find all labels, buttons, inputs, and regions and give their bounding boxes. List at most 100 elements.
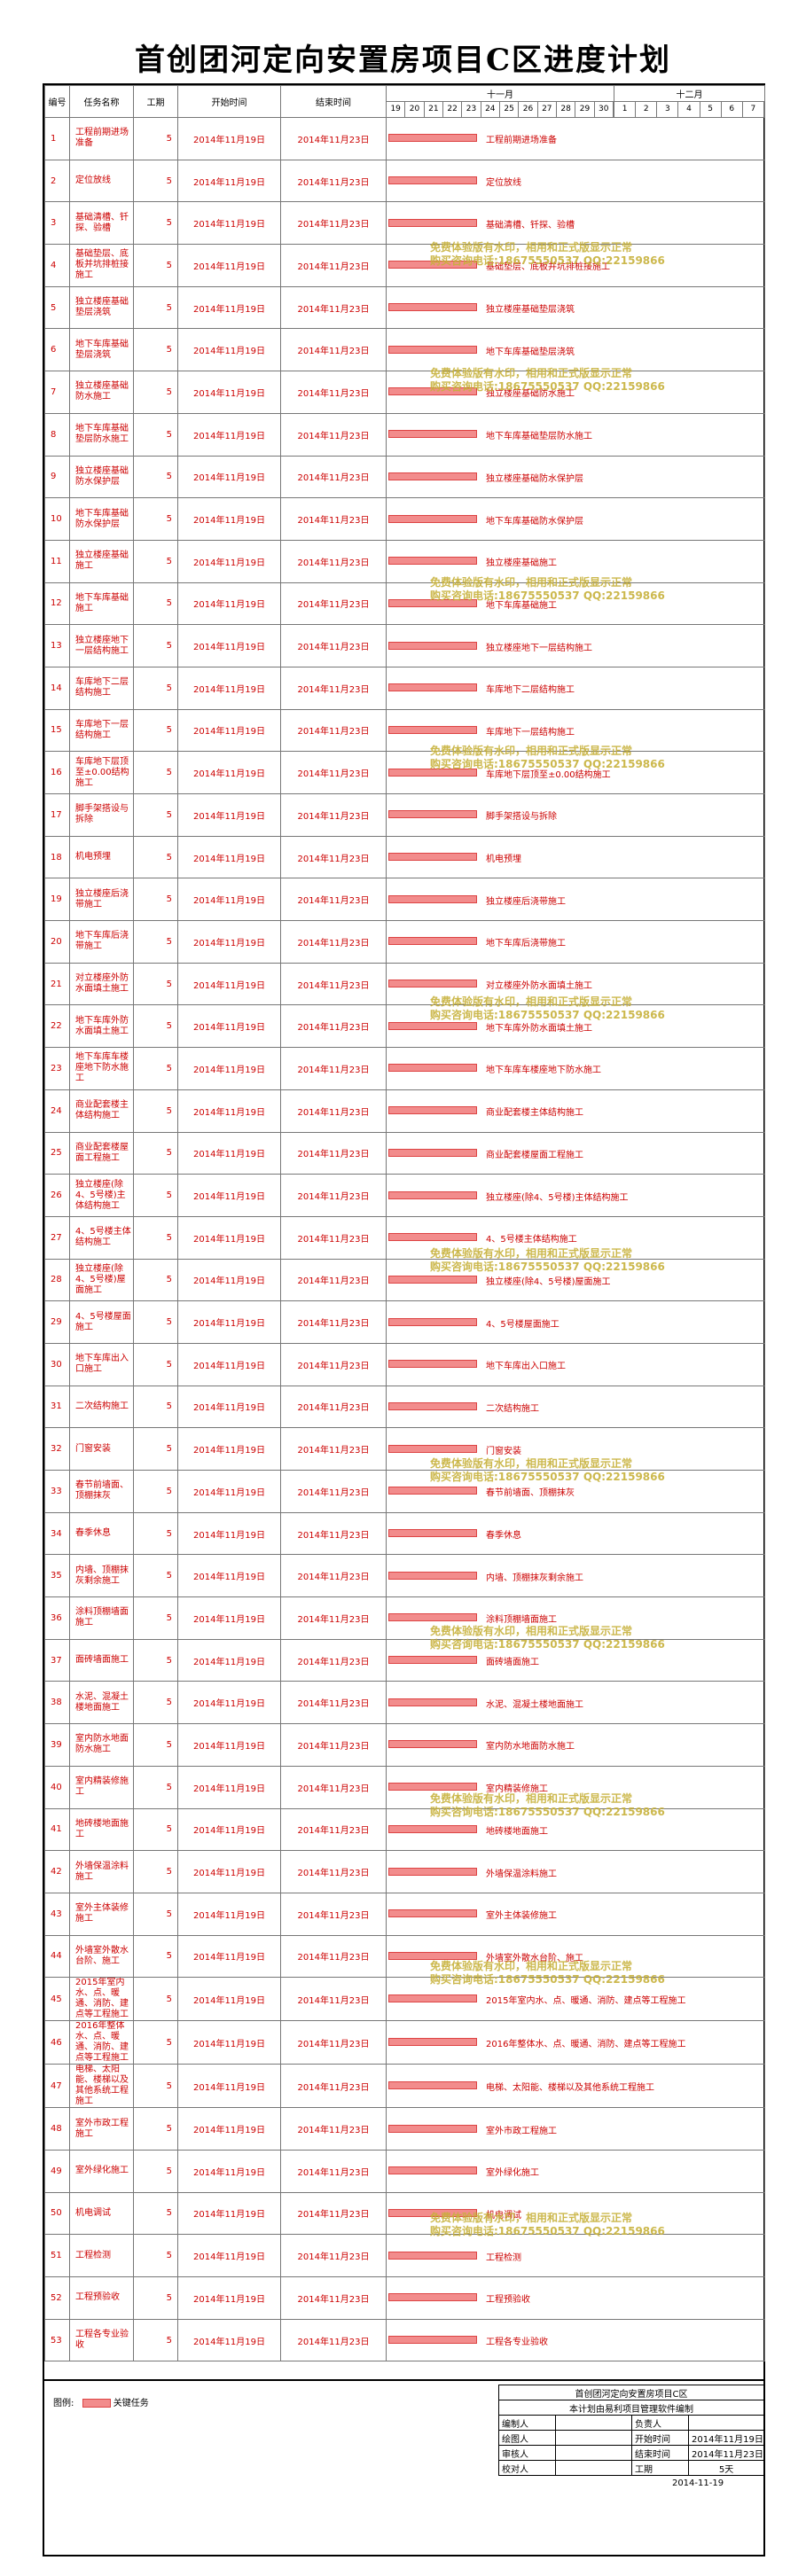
gantt-cell: 独立楼座地下一层结构施工 [386,624,765,667]
task-end: 2014年11月23日 [280,962,387,1006]
task-name: 外墙室外散水台阶、施工 [69,1934,134,1979]
task-duration: 5 [133,1892,178,1936]
day-header: 28 [557,102,576,117]
task-row: 16 车库地下层顶至±0.00结构施工 5 2014年11月19日 2014年11月23… [44,751,765,794]
task-id: 24 [44,1089,70,1133]
gantt-bar-label: 室外绿化施工 [486,2168,539,2179]
task-name: 地下车库基础垫层浇筑 [69,328,134,372]
task-name: 2015年室内水、点、暖通、消防、建点等工程施工 [69,1977,134,2022]
task-id: 36 [44,1596,70,1640]
gantt-bar [388,387,477,396]
task-start: 2014年11月19日 [177,793,281,837]
task-id: 31 [44,1385,70,1429]
task-duration: 5 [133,751,178,794]
task-row: 5 独立楼座基础垫层浇筑 5 2014年11月19日 2014年11月23日 独立楼座基础… [44,285,765,330]
gantt-cell: 二次结构施工 [386,1385,765,1429]
task-duration: 5 [133,624,178,667]
gantt-bar-label: 地下车库车楼座地下防水施工 [486,1066,601,1076]
task-end: 2014年11月23日 [280,1554,387,1598]
gantt-bar-label: 独立楼座基础防水施工 [486,389,575,400]
task-name: 门窗安装 [69,1427,134,1471]
gantt-cell: 内墙、顶棚抹灰剩余施工 [386,1554,765,1598]
task-name: 独立楼座基础防水施工 [69,371,134,414]
gantt-cell: 独立楼座基础防水保护层 [386,455,765,499]
task-end: 2014年11月23日 [280,539,387,583]
gantt-bar [388,1233,477,1242]
task-end: 2014年11月23日 [280,1638,387,1682]
task-id: 33 [44,1470,70,1513]
task-start: 2014年11月19日 [177,1554,281,1598]
task-start: 2014年11月19日 [177,1511,281,1556]
task-name: 独立楼座基础施工 [69,539,134,583]
task-id: 26 [44,1174,70,1217]
gantt-bar [388,1909,477,1918]
task-name: 4、5号楼主体结构施工 [69,1215,134,1260]
task-end: 2014年11月23日 [280,1300,387,1344]
task-id: 44 [44,1934,70,1979]
gantt-bar-label: 4、5号楼屋面施工 [486,1319,560,1330]
gantt-bar-label: 地下车库基础防水保护层 [486,516,583,527]
task-name: 工程各专业验收 [69,2318,134,2362]
task-id: 49 [44,2149,70,2193]
task-duration: 5 [133,2149,178,2193]
info-start-value: 2014年11月19日 [687,2430,765,2446]
gantt-bar [388,472,477,480]
task-end: 2014年11月23日 [280,1681,387,1725]
day-header: 27 [538,102,557,117]
task-row: 15 车库地下一层结构施工 5 2014年11月19日 2014年11月23日 车库地下一… [44,708,765,753]
task-start: 2014年11月19日 [177,582,281,626]
task-row: 28 独立楼座(除4、5号楼)屋面施工 5 2014年11月19日 2014年11月23… [44,1258,765,1302]
task-start: 2014年11月19日 [177,1215,281,1260]
gantt-bar-label: 定位放线 [486,178,521,189]
task-duration: 5 [133,1596,178,1640]
day-header: 20 [405,102,425,117]
task-row: 29 4、5号楼屋面施工 5 2014年11月19日 2014年11月23日 4、5号楼屋… [44,1300,765,1344]
task-start: 2014年11月19日 [177,412,281,457]
task-start: 2014年11月19日 [177,2318,281,2362]
gantt-cell: 地下车库基础施工 [386,582,765,626]
task-id: 4 [44,244,70,287]
gantt-bar-label: 工程前期进场准备 [486,136,557,146]
task-end: 2014年11月23日 [280,412,387,457]
gantt-cell: 工程检测 [386,2234,765,2277]
gantt-cell: 室外主体装修施工 [386,1892,765,1936]
task-row: 37 面砖墙面施工 5 2014年11月19日 2014年11月23日 面砖墙面施工 [44,1638,765,1682]
task-duration: 5 [133,1089,178,1133]
task-duration: 5 [133,1977,178,2022]
task-end: 2014年11月23日 [280,159,387,203]
watermark: 免费体验版有水印，相用和正式版显示正常 购买咨询电话:18675550537 QQ… [430,1960,665,1987]
gantt-cell: 地下车库外防水面填土施工 [386,1004,765,1049]
day-header: 29 [575,102,595,117]
gantt-bar-label: 2016年整体水、点、暖通、消防、建点等工程施工 [486,2040,686,2050]
gantt-cell: 对立楼座外防水面填土施工 [386,962,765,1006]
task-name: 水泥、混凝土楼地面施工 [69,1681,134,1725]
task-end: 2014年11月23日 [280,2020,387,2065]
day-header: 2 [636,102,658,117]
gantt-cell: 车库地下二层结构施工 [386,666,765,710]
info-duration-value: 5天 [687,2460,765,2476]
task-id: 12 [44,582,70,626]
task-duration: 5 [133,1723,178,1767]
gantt-cell: 商业配套楼屋面工程施工 [386,1131,765,1175]
task-duration: 5 [133,1215,178,1260]
task-start: 2014年11月19日 [177,1258,281,1302]
task-start: 2014年11月19日 [177,2149,281,2193]
task-start: 2014年11月19日 [177,1427,281,1471]
gantt-bar-label: 基础垫层、底板并坑排桩接施工 [486,262,610,273]
gantt-cell: 独立楼座(除4、5号楼)屋面施工 [386,1258,765,1302]
header-duration: 工期 [133,85,178,118]
task-id: 35 [44,1554,70,1598]
task-duration: 5 [133,2191,178,2236]
gantt-bar [388,1529,477,1538]
task-name: 地砖楼地面施工 [69,1807,134,1852]
footer-divider [43,2379,765,2381]
watermark: 免费体验版有水印，相用和正式版显示正常 购买咨询电话:18675550537 QQ… [430,1624,665,1651]
task-duration: 5 [133,2276,178,2320]
gantt-cell: 商业配套楼主体结构施工 [386,1089,765,1133]
day-header: 6 [722,102,743,117]
task-end: 2014年11月23日 [280,1934,387,1979]
task-start: 2014年11月19日 [177,1681,281,1725]
task-end: 2014年11月23日 [280,878,387,922]
days-nov: 19 20 21 22 23 24 25 26 27 28 29 30 [386,101,614,118]
